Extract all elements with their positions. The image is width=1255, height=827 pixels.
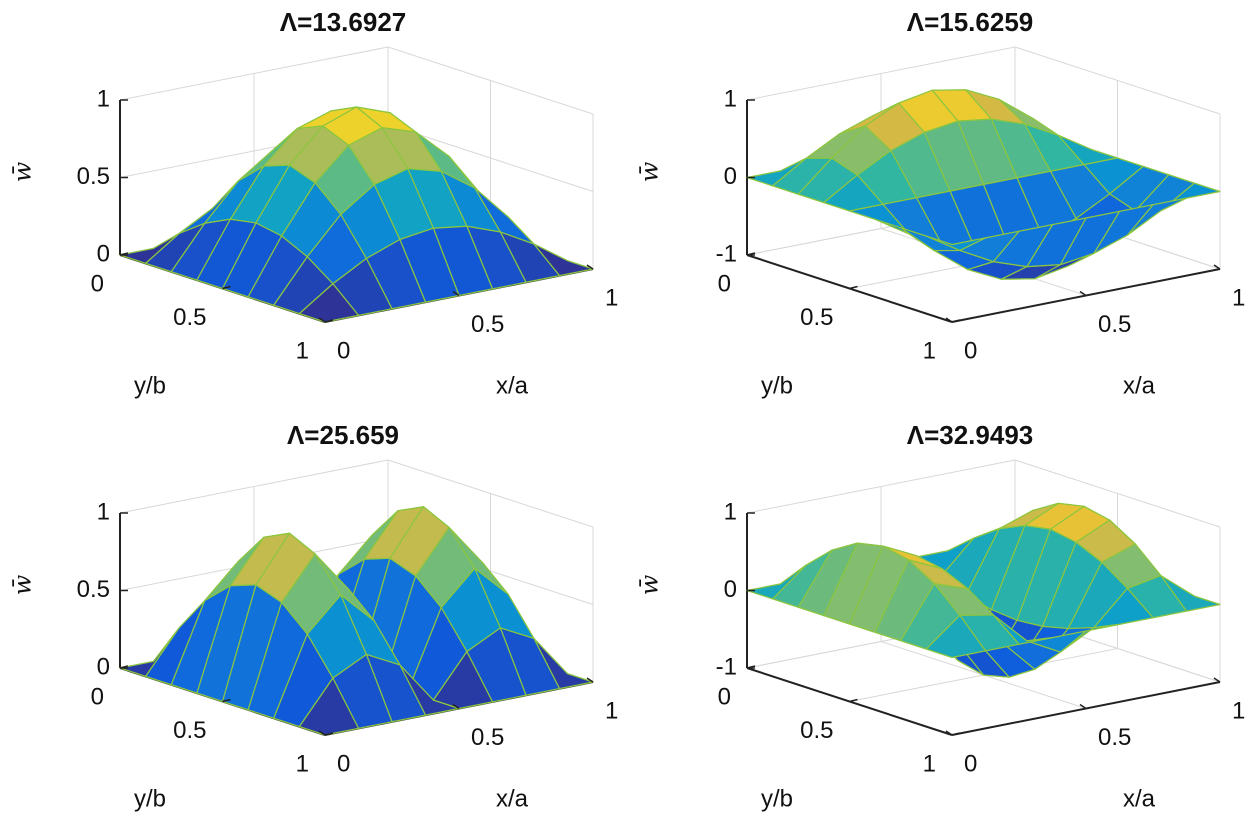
- chart-title: Λ=13.6927: [280, 7, 407, 37]
- x-tick: [1079, 703, 1087, 710]
- y-tick: [324, 732, 334, 736]
- y-axis-label: y/b: [761, 372, 793, 399]
- x-tick: [586, 264, 594, 270]
- surface-patch: [925, 235, 987, 252]
- z-tick-label: 0: [97, 653, 110, 680]
- surface-patch: [298, 677, 360, 736]
- z-tick-label: 0.5: [77, 576, 110, 603]
- z-tick-label: 0.5: [77, 163, 110, 190]
- y-tick-label: 0: [91, 270, 104, 297]
- y-tick: [746, 252, 756, 256]
- x-tick-label: 0.5: [471, 724, 504, 751]
- y-axis-label: y/b: [134, 372, 166, 399]
- y-tick-label: 1: [923, 750, 936, 777]
- x-tick: [586, 677, 594, 683]
- x-tick-label: 0.5: [1098, 724, 1131, 751]
- x-axis-label: x/a: [1123, 372, 1156, 399]
- x-axis-label: x/a: [496, 785, 529, 812]
- y-tick: [119, 665, 129, 669]
- x-tick: [318, 317, 326, 323]
- chart-title: Λ=32.9493: [907, 420, 1034, 450]
- z-axis-label: w̄: [9, 161, 37, 182]
- x-tick-label: 1: [605, 284, 618, 311]
- x-tick: [1213, 677, 1221, 683]
- y-tick-label: 0: [91, 683, 104, 710]
- z-tick-label: 0: [97, 240, 110, 267]
- z-tick-label: -1: [716, 653, 737, 680]
- grid-line: [746, 459, 1221, 528]
- y-axis-label: y/b: [761, 785, 793, 812]
- x-tick-label: 0: [964, 337, 977, 364]
- y-tick: [746, 665, 756, 669]
- z-tick-label: 1: [97, 498, 110, 525]
- z-axis-label: w̄: [636, 161, 664, 182]
- z-axis-label: w̄: [636, 574, 664, 595]
- z-tick-label: 0: [724, 163, 737, 190]
- x-tick: [945, 730, 953, 736]
- grid-line: [119, 46, 594, 115]
- x-tick: [1079, 290, 1087, 297]
- y-tick: [324, 319, 334, 323]
- chart-title: Λ=25.659: [287, 420, 399, 450]
- x-tick: [452, 290, 460, 297]
- x-tick: [452, 703, 460, 710]
- x-axis-label: x/a: [496, 372, 529, 399]
- z-tick-label: 0: [724, 576, 737, 603]
- x-tick-label: 1: [1232, 697, 1245, 724]
- y-tick-label: 1: [296, 337, 309, 364]
- y-tick-label: 1: [296, 750, 309, 777]
- x-tick: [945, 317, 953, 323]
- x-tick-label: 0: [337, 750, 350, 777]
- y-tick: [951, 319, 961, 323]
- surface-patch: [298, 283, 360, 323]
- y-tick: [951, 732, 961, 736]
- z-axis-label: w̄: [9, 574, 37, 595]
- z-tick-label: 1: [97, 85, 110, 112]
- x-tick-label: 0: [964, 750, 977, 777]
- y-tick-label: 0: [718, 683, 731, 710]
- y-tick: [222, 698, 231, 703]
- z-tick-label: -1: [716, 240, 737, 267]
- x-tick-label: 0.5: [471, 311, 504, 338]
- x-tick-label: 1: [1232, 284, 1245, 311]
- y-tick-label: 0.5: [800, 304, 833, 331]
- x-tick-label: 1: [605, 697, 618, 724]
- y-tick-label: 1: [923, 337, 936, 364]
- y-tick-label: 0.5: [173, 717, 206, 744]
- x-tick-label: 0.5: [1098, 311, 1131, 338]
- y-tick: [849, 285, 858, 290]
- y-tick: [222, 285, 231, 290]
- grid-line: [119, 459, 594, 528]
- y-tick-label: 0.5: [173, 304, 206, 331]
- chart-title: Λ=15.6259: [907, 7, 1034, 37]
- x-tick-label: 0: [337, 337, 350, 364]
- y-tick-label: 0: [718, 270, 731, 297]
- x-axis-label: x/a: [1123, 785, 1156, 812]
- y-tick-label: 0.5: [800, 717, 833, 744]
- x-tick: [1213, 264, 1221, 270]
- z-tick-label: 1: [724, 85, 737, 112]
- x-tick: [318, 730, 326, 736]
- surface-patch: [925, 614, 987, 659]
- z-tick-label: 1: [724, 498, 737, 525]
- y-tick: [849, 698, 858, 703]
- y-axis-label: y/b: [134, 785, 166, 812]
- y-tick: [119, 252, 129, 256]
